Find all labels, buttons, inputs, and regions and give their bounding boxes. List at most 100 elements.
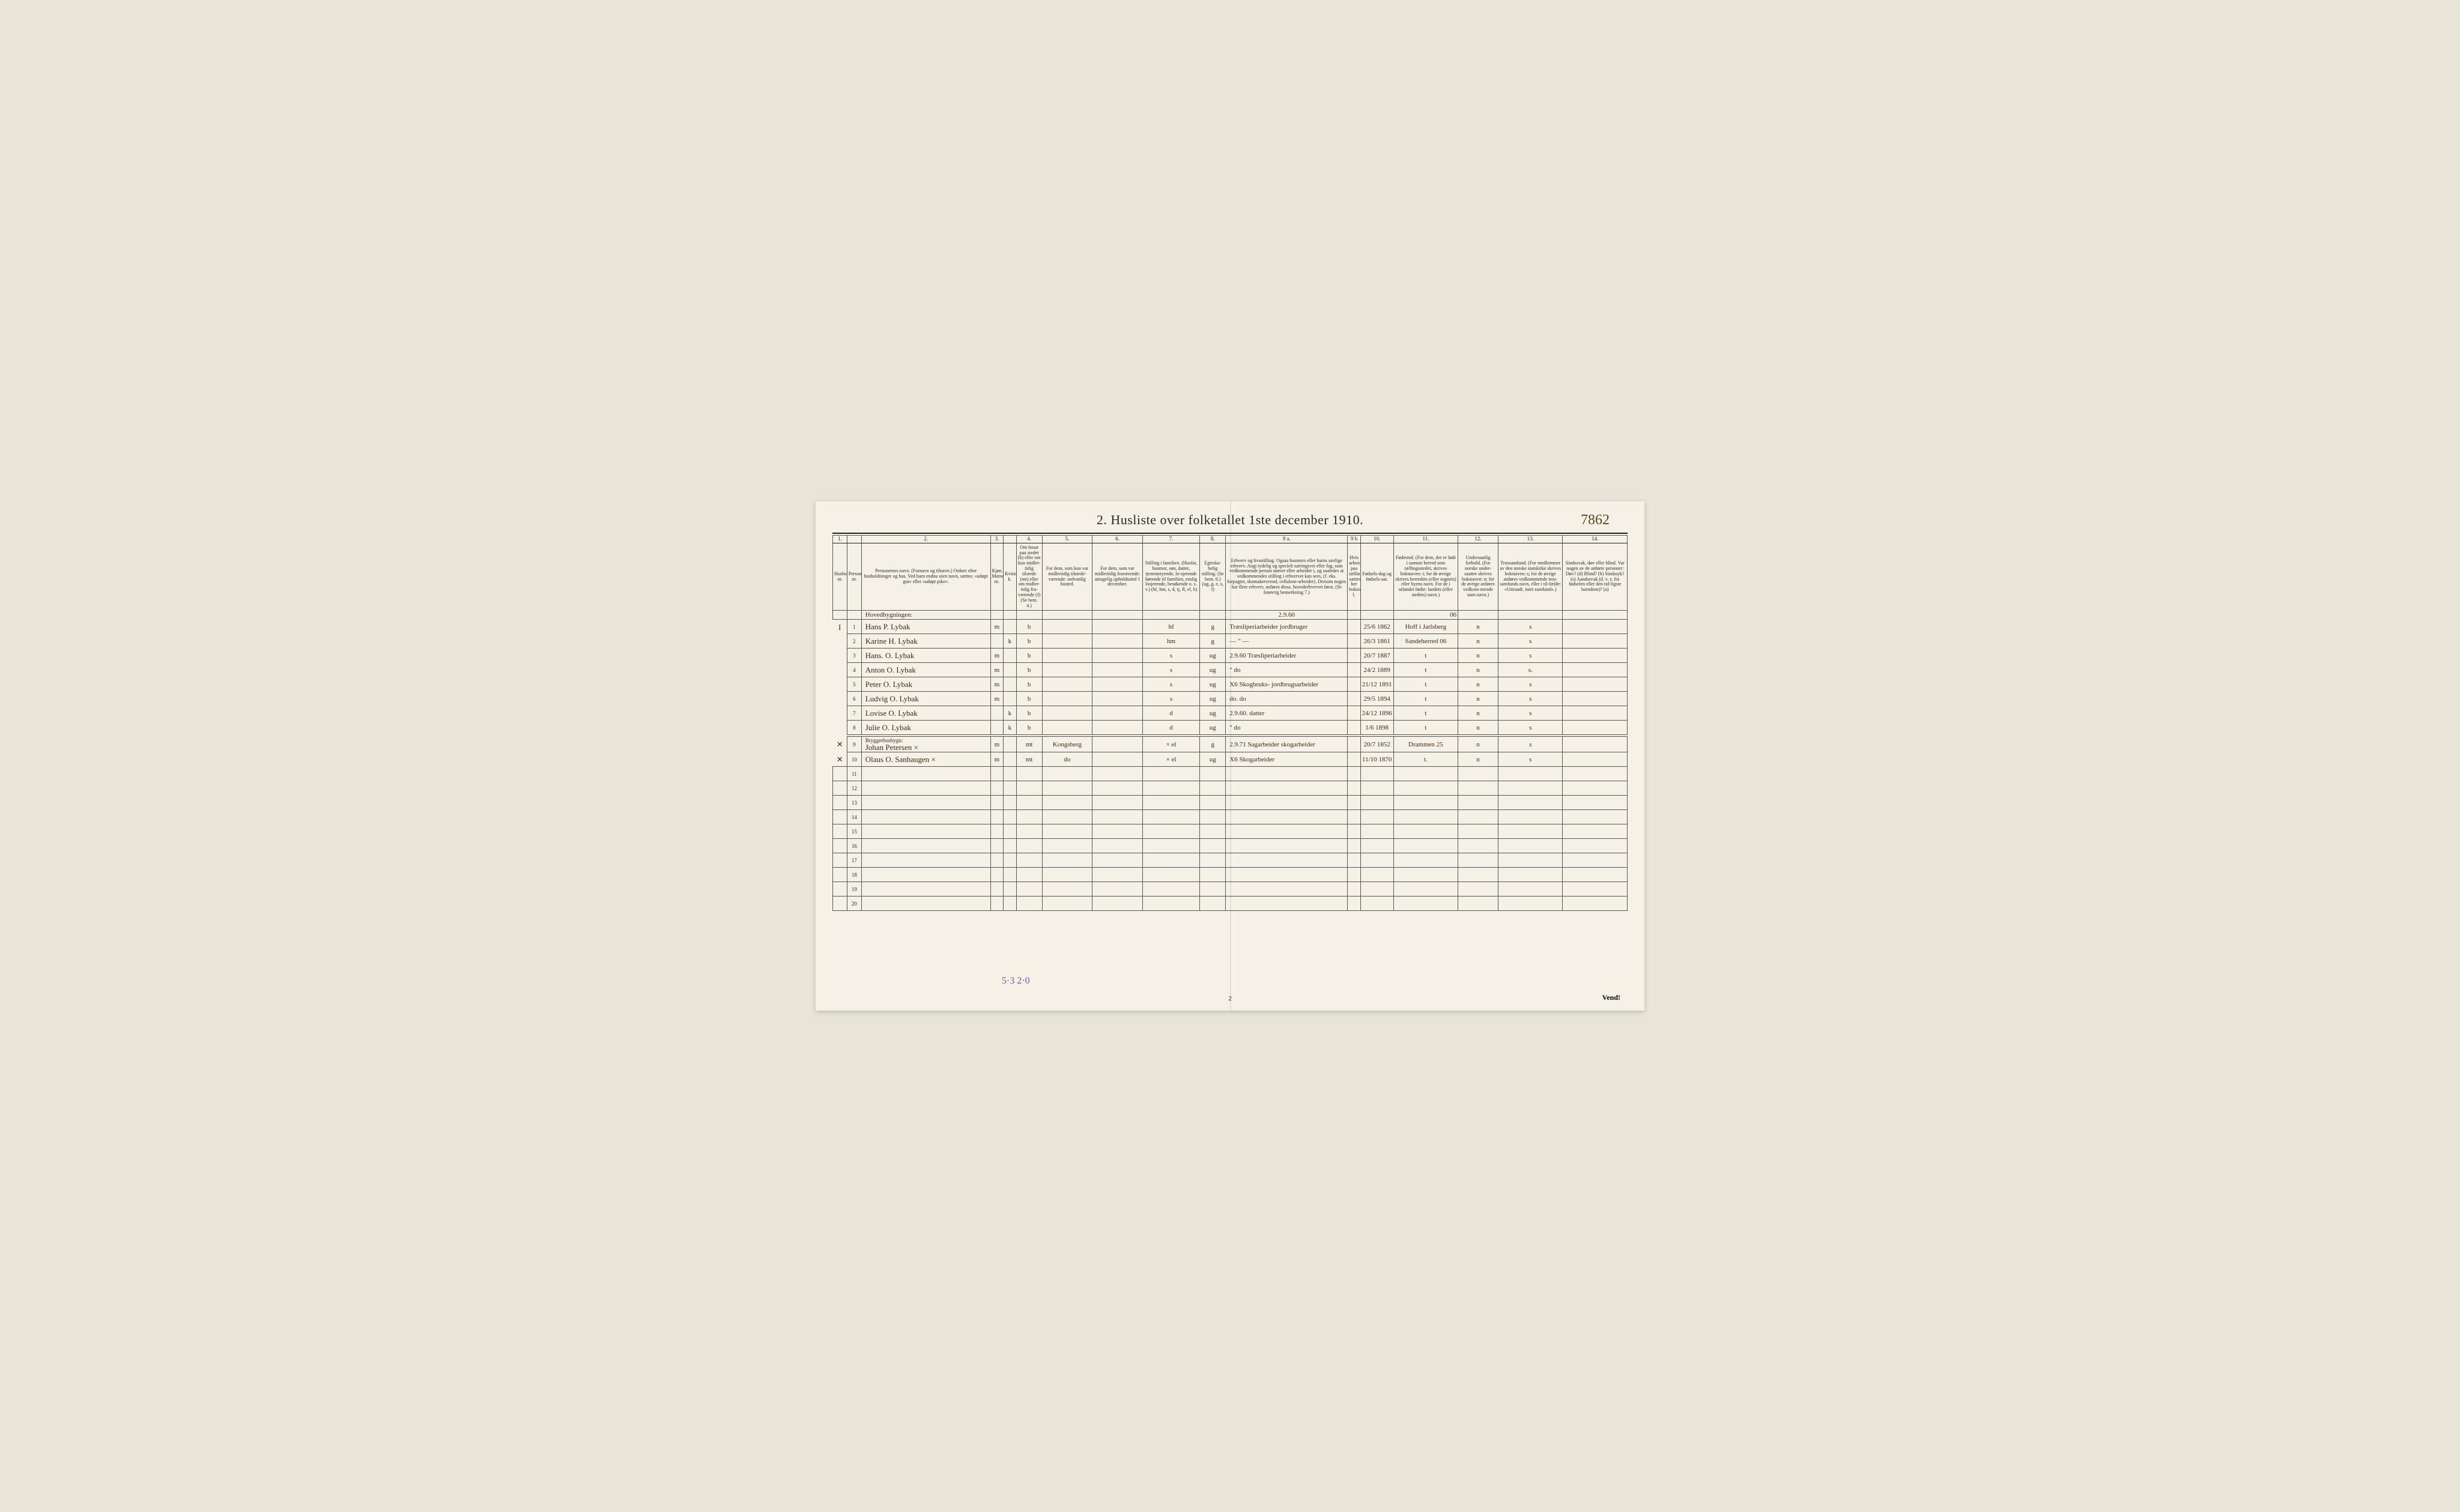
cell <box>1563 620 1628 634</box>
cell: Bryggerbusbygn:Johan Petersen × <box>861 737 990 752</box>
cell <box>990 611 1003 620</box>
cell <box>833 721 847 735</box>
col-header: Erhverv og livsstilling. Ogsaa husmors e… <box>1226 543 1348 611</box>
cell: Kongsberg <box>1042 737 1092 752</box>
cell <box>833 882 847 897</box>
cell <box>1348 781 1360 796</box>
cell: b <box>1016 677 1042 692</box>
cell: s <box>1142 649 1200 663</box>
cell <box>1393 853 1458 868</box>
cell: g <box>1200 737 1226 752</box>
cell <box>1004 781 1016 796</box>
cell <box>990 897 1003 911</box>
table-row: 3Hans. O. Lybakmbsug2.9.60 Træsliperiarb… <box>833 649 1628 663</box>
cell: do. do <box>1226 692 1348 706</box>
cell: Hans P. Lybak <box>861 620 990 634</box>
col-header: Fødsels-dag og fødsels-aar. <box>1360 543 1393 611</box>
table-row: ✕10Olaus O. Sanhaugen ×mmtdo× elugX6 Sko… <box>833 752 1628 767</box>
cell <box>1092 839 1143 853</box>
cell: g <box>1200 634 1226 649</box>
cell <box>861 853 990 868</box>
cell <box>1498 897 1562 911</box>
cell: s. <box>1498 663 1562 677</box>
cell <box>1016 853 1042 868</box>
cell: s <box>1498 634 1562 649</box>
table-row: 16 <box>833 839 1628 853</box>
cell <box>1458 853 1498 868</box>
cell <box>1016 868 1042 882</box>
cell <box>833 796 847 810</box>
cell: 24/12 1896 <box>1360 706 1393 721</box>
cell <box>1458 882 1498 897</box>
cell: n <box>1458 737 1498 752</box>
cell <box>1092 752 1143 767</box>
cell <box>1092 721 1143 735</box>
top-rule <box>832 533 1628 534</box>
cell <box>990 853 1003 868</box>
cell <box>1092 677 1143 692</box>
cell: 20 <box>847 897 861 911</box>
cell: s <box>1498 752 1562 767</box>
col-header: Hvis arbeidsledig paa tællingstiden, sæt… <box>1348 543 1360 611</box>
cell <box>1563 882 1628 897</box>
cell <box>1563 796 1628 810</box>
cell <box>1200 767 1226 781</box>
cell: n <box>1458 752 1498 767</box>
cell: b <box>1016 721 1042 735</box>
cell <box>990 796 1003 810</box>
cell <box>1016 839 1042 853</box>
footer-page-number: 2 <box>1229 996 1232 1002</box>
cell: b <box>1016 663 1042 677</box>
cell <box>1348 620 1360 634</box>
col-header: Stilling i familien. (Husfar, husmor, sø… <box>1142 543 1200 611</box>
cell: Hans. O. Lybak <box>861 649 990 663</box>
cell: 2.9.60 Træsliperiarbeider <box>1226 649 1348 663</box>
cell <box>1004 649 1016 663</box>
cell <box>1042 663 1092 677</box>
cell: t. <box>1393 752 1458 767</box>
cell <box>1226 853 1348 868</box>
cell <box>990 882 1003 897</box>
cell <box>1563 767 1628 781</box>
table-row: Hovedbygningen:2.9.6006 <box>833 611 1628 620</box>
col-num: 6. <box>1092 536 1143 543</box>
col-num: 14. <box>1563 536 1628 543</box>
cell <box>1393 781 1458 796</box>
cell <box>1458 897 1498 911</box>
cell <box>1226 882 1348 897</box>
cell <box>1498 767 1562 781</box>
cell <box>1226 824 1348 839</box>
cell <box>1563 634 1628 649</box>
cell: s <box>1142 663 1200 677</box>
cell <box>861 897 990 911</box>
cell: n <box>1458 634 1498 649</box>
col-num: 1. <box>833 536 847 543</box>
cell <box>1004 868 1016 882</box>
col-num: 13. <box>1498 536 1562 543</box>
cell: 10 <box>847 752 861 767</box>
cell: Karine H. Lybak <box>861 634 990 649</box>
cell <box>1360 853 1393 868</box>
cell: 7 <box>847 706 861 721</box>
cell: 11/10 1870 <box>1360 752 1393 767</box>
cell <box>1142 839 1200 853</box>
table-row: 20 <box>833 897 1628 911</box>
cell <box>1042 767 1092 781</box>
cell <box>1016 796 1042 810</box>
cell <box>1360 839 1393 853</box>
cell <box>1004 692 1016 706</box>
cell <box>1200 853 1226 868</box>
cell <box>1042 634 1092 649</box>
cell <box>1458 781 1498 796</box>
cell <box>1142 796 1200 810</box>
cell <box>1226 810 1348 824</box>
cell <box>1498 882 1562 897</box>
cell <box>861 824 990 839</box>
cell: b <box>1016 634 1042 649</box>
col-header: For dem, som kun var midlertidig tilsted… <box>1042 543 1092 611</box>
cell: 12 <box>847 781 861 796</box>
cell <box>1092 882 1143 897</box>
cell <box>1004 767 1016 781</box>
census-table: 1.2.3.4.5.6.7.8.9 a.9 b10.11.12.13.14. H… <box>832 535 1628 911</box>
cell: Drammen 25 <box>1393 737 1458 752</box>
